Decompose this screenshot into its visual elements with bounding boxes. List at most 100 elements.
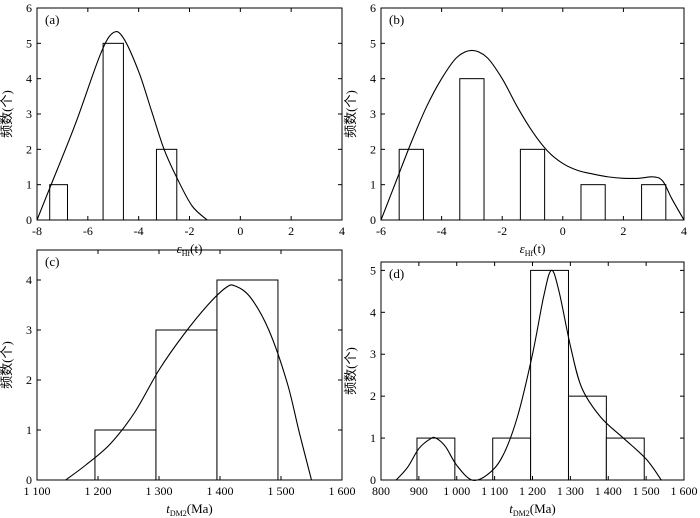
- y-tick-label: 6: [370, 1, 376, 15]
- x-tick-label: 2: [620, 224, 626, 238]
- x-tick-label: 1 500: [268, 484, 295, 498]
- y-tick-label: 0: [370, 473, 376, 487]
- histogram-bar: [94, 429, 157, 481]
- panel-label: (a): [45, 12, 59, 27]
- y-axis-label: 频数(个): [343, 347, 358, 395]
- histogram-panel-b: -6 -4 -2 0 2 4 0 1 2 3 4 5 6 (b) εHf(t) 频数(个): [343, 1, 687, 258]
- x-axis-label-base: t: [166, 501, 170, 516]
- plot-frame: [36, 249, 343, 481]
- histogram-bar: [155, 329, 218, 481]
- x-tick-label: 1 100: [24, 484, 51, 498]
- plot-frame: [36, 7, 343, 221]
- x-axis-label-base: t: [509, 501, 513, 516]
- y-tick-label: 1: [26, 423, 32, 437]
- y-tick-label: 3: [26, 323, 32, 337]
- y-tick-label: 0: [370, 213, 376, 227]
- histogram-bar: [641, 184, 667, 221]
- y-tick-label: 4: [370, 72, 376, 86]
- histogram-panel-a: -8 -6 -4 -2 0 2 4 0 1 2 3 4 5 6 (a) εHf(t) 频数(个): [0, 1, 345, 258]
- x-axis-label-subscript: Hf: [525, 249, 534, 258]
- y-tick-label: 2: [370, 142, 376, 156]
- x-axis-label-base: ε: [520, 241, 526, 256]
- y-tick-label: 3: [26, 107, 32, 121]
- y-tick-label: 4: [26, 72, 32, 86]
- histogram-bar: [49, 184, 68, 221]
- y-tick-label: 5: [370, 263, 376, 277]
- y-tick-label: 4: [370, 305, 376, 319]
- y-tick-label: 0: [26, 213, 32, 227]
- x-axis-label: εHf(t): [520, 241, 546, 258]
- histogram-bar: [530, 269, 569, 481]
- y-tick-label: 5: [26, 36, 32, 50]
- histogram-bar: [102, 42, 124, 221]
- x-axis-label: tDM2(Ma): [166, 501, 213, 518]
- x-tick-label: -8: [32, 224, 42, 238]
- x-tick-label: 1 300: [557, 484, 584, 498]
- y-axis-label: 频数(个): [343, 90, 358, 138]
- x-tick-label: 1 200: [85, 484, 112, 498]
- y-tick-label: 3: [370, 107, 376, 121]
- x-tick-label: 800: [372, 484, 390, 498]
- x-axis-label: εHf(t): [177, 241, 203, 258]
- x-axis-label-subscript: Hf: [182, 249, 191, 258]
- x-axis-label: tDM2(Ma): [509, 501, 556, 518]
- y-tick-label: 6: [26, 1, 32, 15]
- x-tick-label: 1 400: [207, 484, 234, 498]
- x-tick-label: -4: [437, 224, 447, 238]
- x-axis-label-tail: (t): [533, 241, 545, 256]
- histogram-panel-c: 1 100 1 200 1 300 1 400 1 500 1 600 0 1 2 3 4 (c) tD…: [0, 249, 356, 518]
- histogram-bar: [459, 78, 485, 221]
- x-tick-label: 900: [410, 484, 428, 498]
- y-tick-label: 1: [370, 178, 376, 192]
- x-tick-label: 1 200: [519, 484, 546, 498]
- density-curve: [395, 269, 662, 481]
- x-axis-label-subscript: DM2: [513, 509, 530, 518]
- y-axis-label: 频数(个): [0, 341, 14, 389]
- histogram-bar: [567, 395, 607, 481]
- x-tick-label: 1 000: [443, 484, 470, 498]
- y-tick-label: 2: [26, 142, 32, 156]
- x-tick-label: 4: [339, 224, 345, 238]
- histogram-panel-d: 800 900 1 000 1 100 1 200 1 300 1 400 1 500 1 60…: [343, 261, 698, 518]
- density-curve: [380, 49, 685, 221]
- x-tick-label: 0: [237, 224, 243, 238]
- y-axis-label: 频数(个): [0, 90, 14, 138]
- x-tick-label: -2: [185, 224, 195, 238]
- x-tick-label: 2: [288, 224, 294, 238]
- density-curve: [65, 284, 313, 481]
- x-tick-label: 1 600: [329, 484, 356, 498]
- x-axis-label-tail: (Ma): [187, 501, 213, 516]
- density-curve: [36, 30, 208, 221]
- y-tick-label: 1: [370, 431, 376, 445]
- histogram-bar: [580, 184, 606, 221]
- x-tick-label: 1 300: [146, 484, 173, 498]
- x-axis-label-tail: (Ma): [530, 501, 556, 516]
- x-tick-label: -4: [134, 224, 144, 238]
- x-tick-label: 1 400: [595, 484, 622, 498]
- histogram-bar: [492, 437, 532, 481]
- panel-label: (d): [389, 266, 404, 281]
- y-tick-label: 2: [26, 373, 32, 387]
- x-tick-label: 4: [681, 224, 687, 238]
- y-tick-label: 1: [26, 178, 32, 192]
- x-tick-label: -2: [497, 224, 507, 238]
- panel-label: (c): [45, 254, 59, 269]
- x-axis-label-tail: (t): [190, 241, 202, 256]
- x-tick-label: 1 600: [671, 484, 698, 498]
- x-tick-label: 1 100: [481, 484, 508, 498]
- y-tick-label: 5: [370, 36, 376, 50]
- x-axis-label-subscript: DM2: [170, 509, 187, 518]
- x-tick-label: 0: [560, 224, 566, 238]
- x-axis-label-base: ε: [177, 241, 183, 256]
- x-tick-label: -6: [83, 224, 93, 238]
- histogram-bar: [519, 148, 546, 221]
- histogram-bar: [605, 437, 645, 481]
- histogram-bar: [155, 148, 178, 221]
- panel-label: (b): [389, 12, 404, 27]
- histogram-bar: [216, 279, 279, 481]
- histogram-bar: [416, 437, 456, 481]
- x-tick-label: -6: [376, 224, 386, 238]
- y-tick-label: 2: [370, 389, 376, 403]
- y-tick-label: 0: [26, 473, 32, 487]
